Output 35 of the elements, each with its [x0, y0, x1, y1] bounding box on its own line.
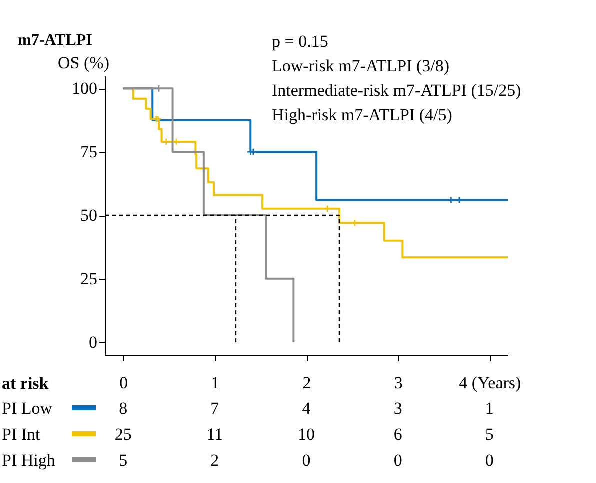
y-tick-label: 75: [80, 142, 98, 162]
text: 4: [302, 399, 312, 418]
y-tick-label: 25: [80, 269, 98, 288]
annotation: Intermediate-risk m7-ATLPI (15/25): [272, 81, 522, 100]
text: 0: [302, 451, 311, 470]
text: 0: [485, 451, 494, 470]
legend-label: PI High: [2, 451, 56, 470]
text: 7: [210, 399, 220, 418]
text: 1: [485, 399, 494, 418]
legend-label: PI Int: [2, 425, 41, 444]
text: 2: [210, 451, 220, 470]
text: at risk: [2, 374, 50, 393]
text: 8: [119, 399, 128, 418]
text: 3: [394, 399, 402, 418]
text: 6: [394, 425, 402, 444]
y-tick-label: 0: [89, 332, 98, 352]
x-tick-label: 2: [302, 374, 312, 392]
x-tick-label: 4 (Years): [459, 374, 522, 392]
x-tick-label: 0: [120, 374, 128, 392]
x-tick-label: 1: [211, 374, 220, 392]
text: 5: [485, 425, 494, 444]
y-tick-label: 100: [72, 79, 98, 98]
annotation: High-risk m7-ATLPI (4/5): [272, 106, 452, 124]
text: 25: [114, 425, 132, 444]
chart-title: m7-ATLPI: [18, 32, 92, 49]
text: 5: [119, 451, 128, 470]
legend-label: PI Low: [2, 399, 54, 418]
x-tick-label: 3: [394, 374, 403, 392]
text: 10: [298, 425, 315, 444]
y-tick-label: 50: [80, 206, 98, 225]
text: p = 0.15: [272, 32, 328, 51]
text: Low-risk m7-ATLPI (3/8): [272, 56, 450, 76]
text: 11: [206, 425, 224, 444]
text: 0: [394, 451, 402, 470]
y-axis-title: OS (%): [58, 54, 110, 72]
